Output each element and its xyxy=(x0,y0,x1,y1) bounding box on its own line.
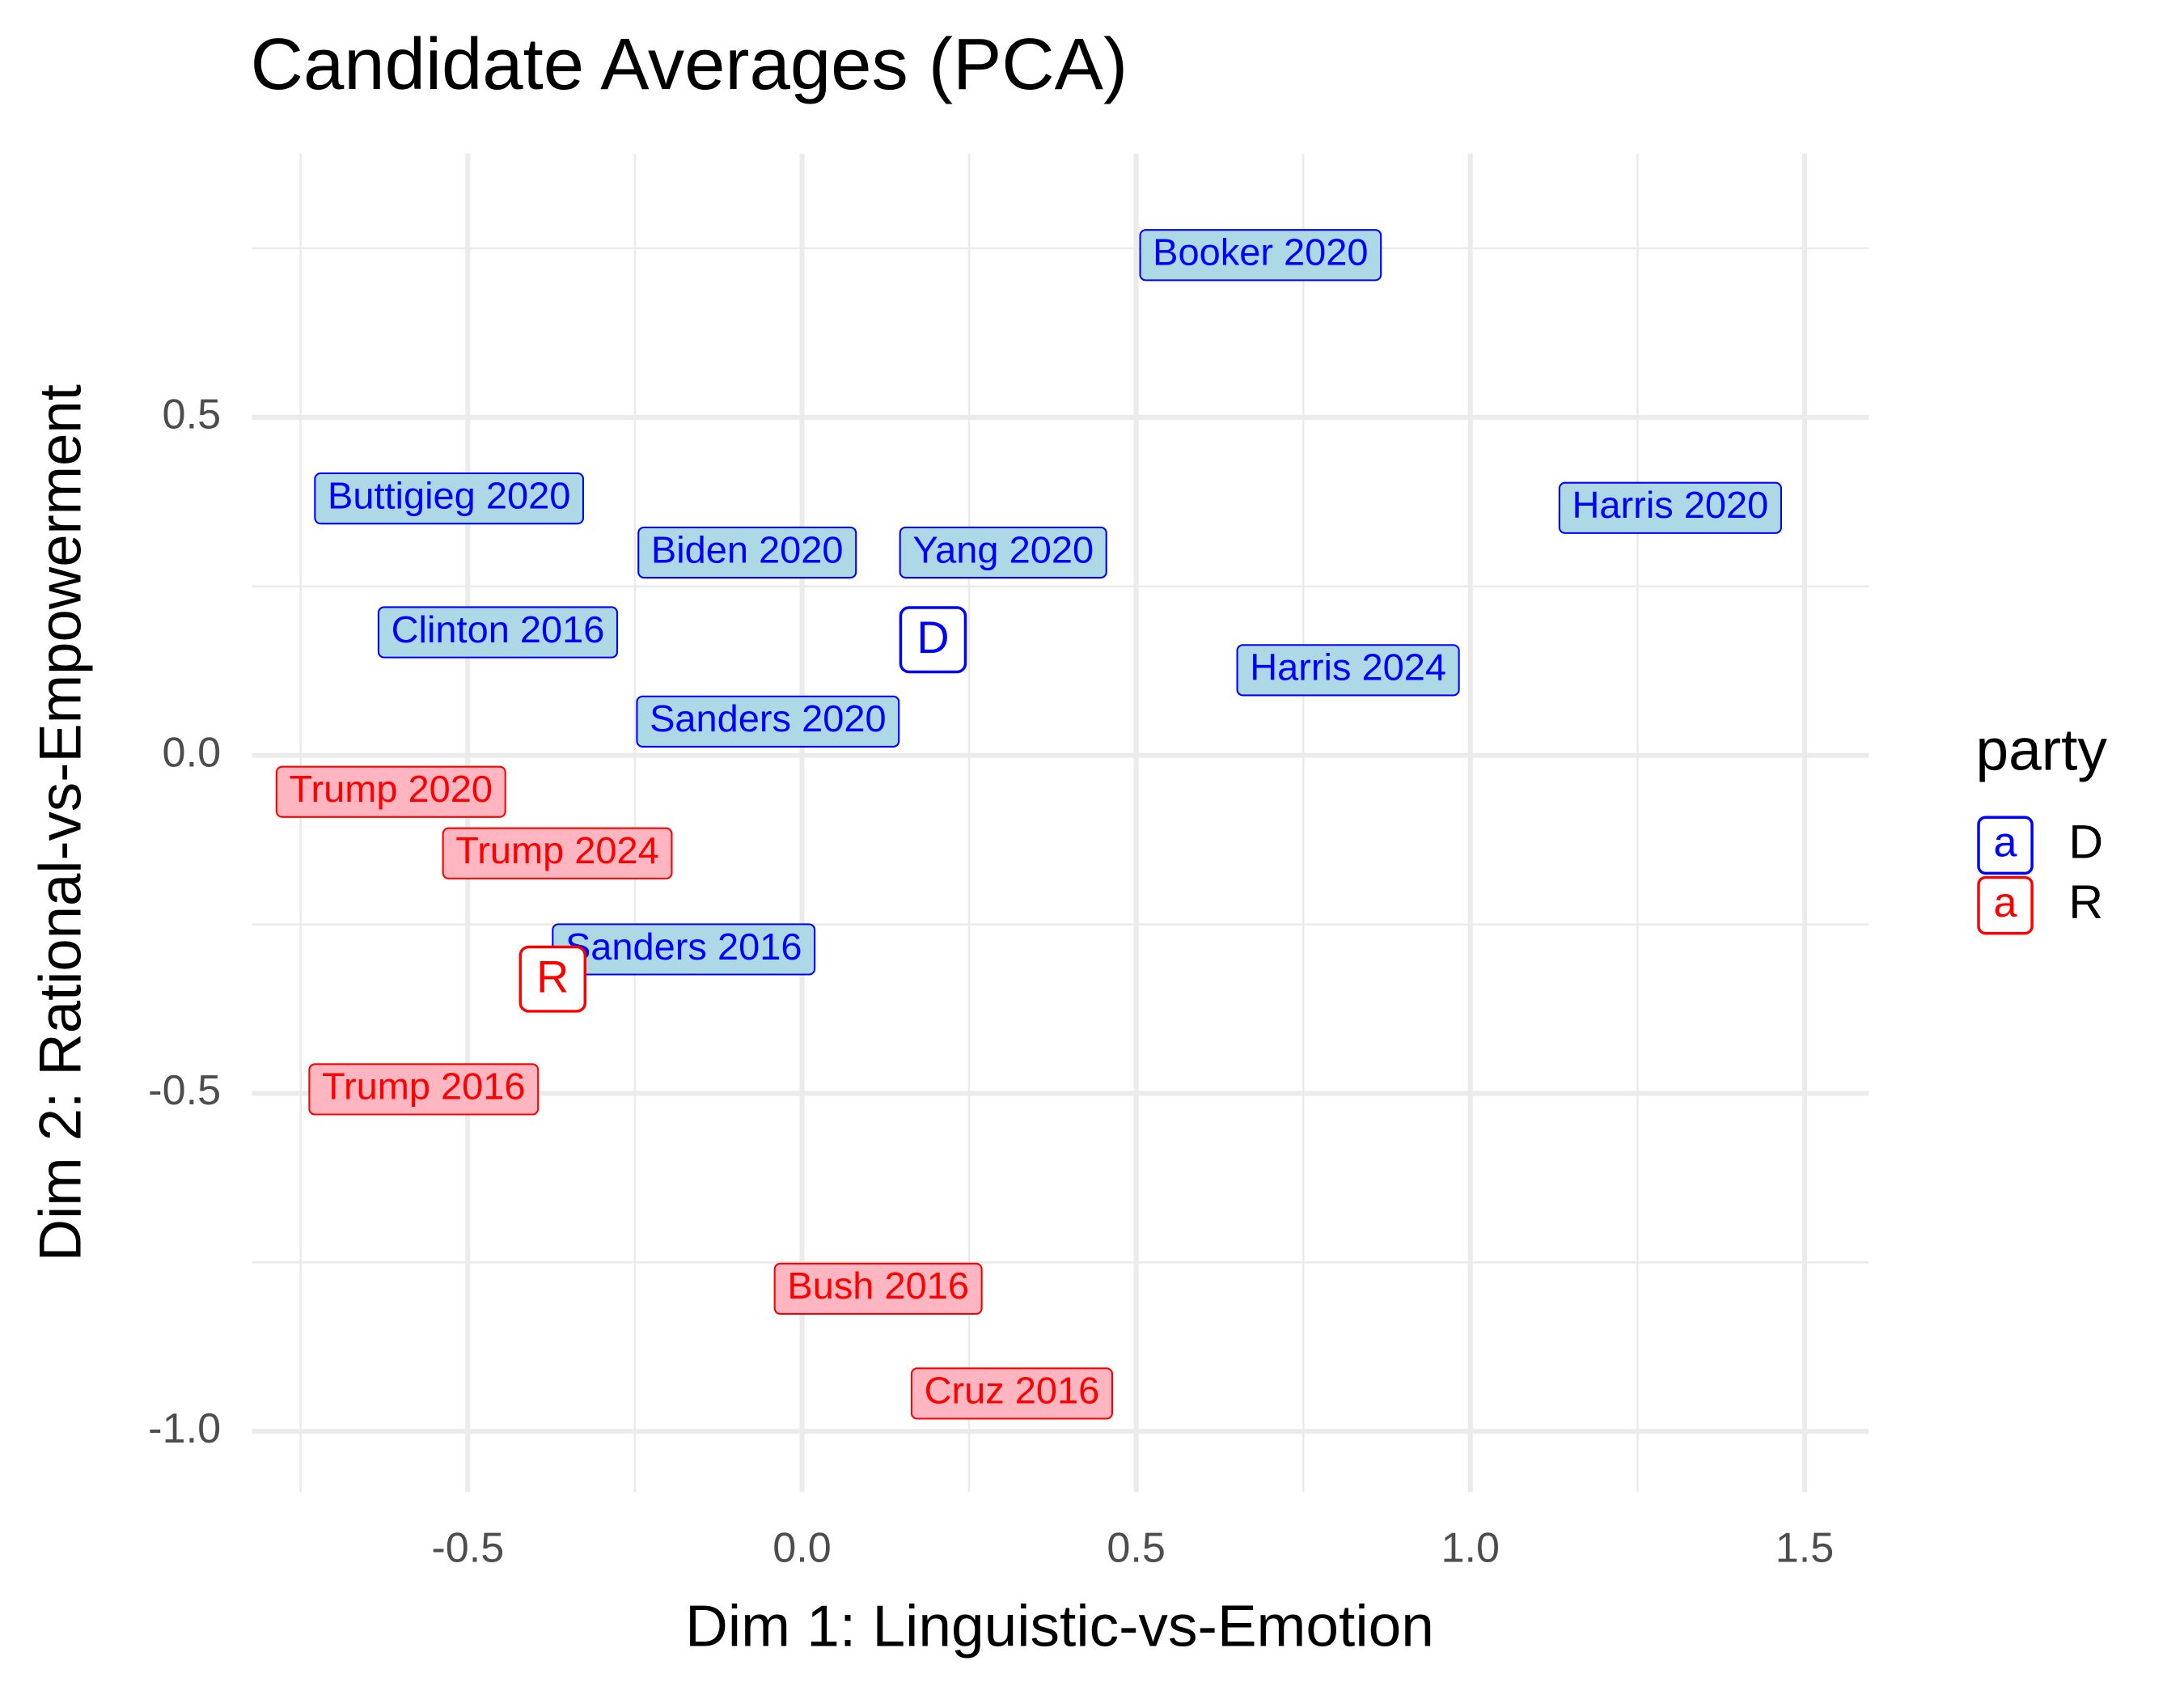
y-axis-title: Dim 2: Rational-vs-Empowerment xyxy=(28,384,93,1261)
legend-label: R xyxy=(2068,876,2103,929)
point-label: Sanders 2016 xyxy=(552,923,816,976)
x-tick-label: 1.0 xyxy=(1441,1525,1500,1572)
point-label: Trump 2024 xyxy=(442,827,673,879)
point-label-text: Trump 2024 xyxy=(455,829,658,871)
point-label: Clinton 2016 xyxy=(377,606,619,659)
x-tick-label: 0.0 xyxy=(772,1525,832,1572)
x-tick-label: 1.5 xyxy=(1776,1525,1835,1572)
point-label-text: Harris 2024 xyxy=(1250,646,1446,688)
point-label: Harris 2020 xyxy=(1558,481,1782,534)
point-label: Sanders 2020 xyxy=(636,695,900,748)
point-label-box xyxy=(773,1262,983,1316)
point-label-box xyxy=(308,1063,540,1116)
point-label-text: Trump 2020 xyxy=(290,768,493,810)
grid xyxy=(252,153,1869,1493)
point-label-box xyxy=(1558,481,1782,534)
party-mean-label: R xyxy=(536,952,569,1002)
point-label-text: Booker 2020 xyxy=(1153,231,1368,273)
point-label: Harris 2024 xyxy=(1236,644,1460,697)
legend-key-glyph: a xyxy=(1994,820,2017,866)
legend-key-glyph: a xyxy=(1994,879,2017,926)
point-label-box xyxy=(314,472,585,525)
point-label-text: Yang 2020 xyxy=(912,528,1094,570)
x-tick-label: -0.5 xyxy=(431,1525,504,1572)
point-label-box xyxy=(910,1367,1114,1420)
party-mean: D xyxy=(899,606,967,674)
point-label: Biden 2020 xyxy=(637,526,857,579)
point-label: Trump 2020 xyxy=(275,765,506,818)
point-label-text: Clinton 2016 xyxy=(392,608,605,650)
point-label-box xyxy=(377,606,619,659)
point-label: Trump 2016 xyxy=(308,1063,540,1116)
party-mean-box xyxy=(899,606,967,674)
point-label-text: Buttigieg 2020 xyxy=(328,475,570,517)
point-label: Yang 2020 xyxy=(899,526,1107,579)
chart-title: Candidate Averages (PCA) xyxy=(251,23,1128,105)
x-tick-label: 0.5 xyxy=(1107,1525,1166,1572)
point-label-text: Biden 2020 xyxy=(651,528,844,570)
point-label: Buttigieg 2020 xyxy=(314,472,585,525)
legend-key xyxy=(1977,875,2034,935)
x-axis-title: Dim 1: Linguistic-vs-Emotion xyxy=(685,1594,1434,1659)
point-label-box xyxy=(1236,644,1460,697)
point-label-text: Sanders 2020 xyxy=(650,697,886,739)
party-mean-box xyxy=(518,945,587,1013)
point-label-box xyxy=(637,526,857,579)
legend-key xyxy=(1977,816,2034,875)
point-label-box xyxy=(899,526,1107,579)
party-mean-label: D xyxy=(916,612,949,663)
y-tick-label: 0.5 xyxy=(163,392,222,439)
party-mean: R xyxy=(518,945,587,1013)
point-label-text: Cruz 2016 xyxy=(925,1370,1100,1412)
point-label: Cruz 2016 xyxy=(910,1367,1114,1420)
y-tick-label: 0.0 xyxy=(163,729,222,776)
point-label-box xyxy=(1139,229,1382,282)
y-tick-label: -0.5 xyxy=(148,1067,221,1114)
point-label-box xyxy=(442,827,673,879)
point-label-box xyxy=(275,765,506,818)
point-label-text: Sanders 2016 xyxy=(565,926,802,968)
point-label-text: Harris 2020 xyxy=(1572,484,1768,526)
point-label: Booker 2020 xyxy=(1139,229,1382,282)
legend-label: D xyxy=(2068,816,2103,869)
y-tick-label: -1.0 xyxy=(148,1405,221,1452)
legend-title: party xyxy=(1976,718,2108,783)
point-label-box xyxy=(636,695,900,748)
point-label: Bush 2016 xyxy=(773,1262,983,1316)
point-label-text: Bush 2016 xyxy=(787,1265,969,1307)
point-label-text: Trump 2016 xyxy=(322,1066,525,1108)
